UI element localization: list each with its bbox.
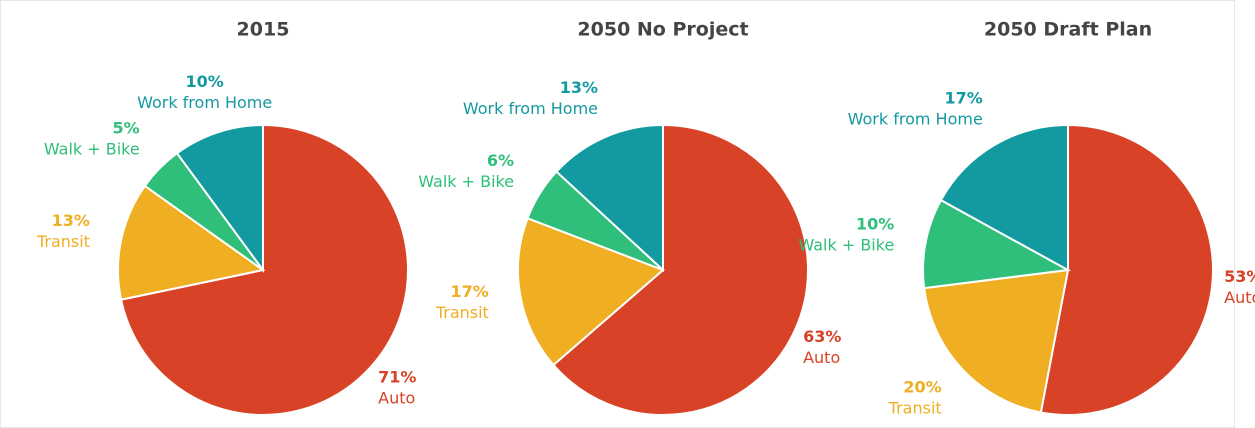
chart-title: 2015 — [237, 19, 290, 41]
pie-slice — [1039, 123, 1214, 416]
pie-slice — [552, 123, 809, 416]
slice-category-label: Auto — [1224, 288, 1255, 307]
chart-title: 2050 Draft Plan — [984, 19, 1152, 41]
slice-category-label: Walk + Bike — [44, 139, 140, 158]
pie-slice — [517, 216, 665, 367]
slice-value-label: 6% — [487, 151, 514, 170]
slice-category-label: Transit — [435, 303, 489, 322]
slice-category-label: Walk + Bike — [798, 235, 894, 254]
slice-category-label: Auto — [378, 388, 415, 407]
slice-value-label: 10% — [186, 72, 224, 91]
slice-value-label: 10% — [856, 214, 894, 233]
slice-value-label: 20% — [903, 378, 941, 397]
slice-category-label: Work from Home — [848, 110, 983, 129]
chart-title: 2050 No Project — [577, 19, 748, 41]
slice-value-label: 53% — [1224, 267, 1255, 286]
slice-category-label: Walk + Bike — [418, 172, 514, 191]
pie-slice — [923, 268, 1070, 414]
pie-slice — [117, 184, 266, 301]
slice-value-label: 71% — [378, 367, 416, 386]
slice-category-label: Work from Home — [463, 99, 598, 118]
slice-category-label: Transit — [888, 399, 942, 418]
slice-category-label: Auto — [803, 348, 840, 367]
slice-value-label: 5% — [113, 118, 140, 137]
pie-slice — [922, 198, 1072, 290]
slice-value-label: 17% — [451, 282, 489, 301]
slice-value-label: 13% — [52, 211, 90, 230]
pie-slice — [175, 123, 264, 274]
pie-slice — [939, 123, 1069, 272]
slice-value-label: 17% — [945, 89, 983, 108]
pie-slice — [555, 123, 664, 273]
slice-category-label: Work from Home — [137, 93, 272, 112]
slice-value-label: 13% — [560, 78, 598, 97]
slice-value-label: 63% — [803, 327, 841, 346]
slice-category-label: Transit — [36, 232, 90, 251]
